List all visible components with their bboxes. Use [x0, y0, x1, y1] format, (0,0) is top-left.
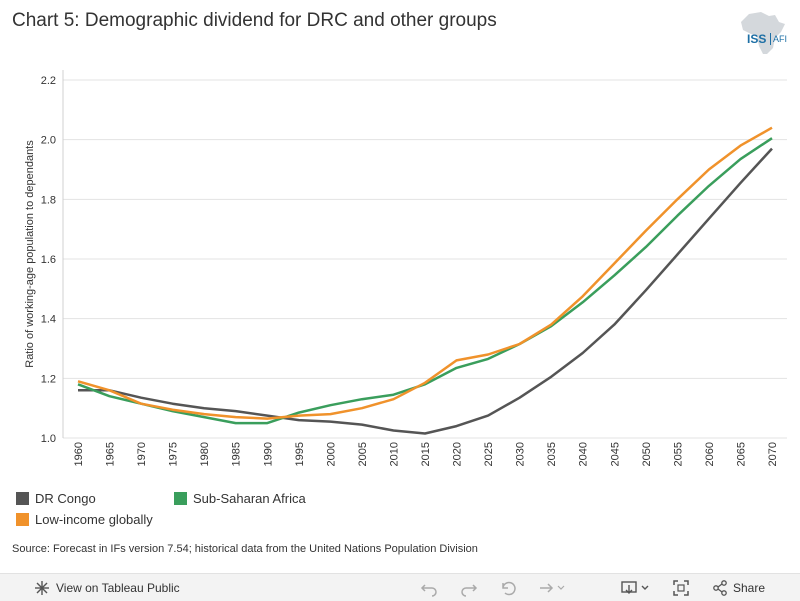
x-tick-labels: 1960 1965 1970 1975 1980 1985 1990 1995 2000 2005…: [73, 442, 779, 466]
x-tick-label: 2040: [578, 442, 590, 466]
x-tick-label: 1990: [262, 442, 274, 466]
y-tick-label: 2.0: [41, 135, 56, 147]
tableau-logo-icon: [35, 581, 49, 595]
undo-icon[interactable]: [420, 579, 438, 597]
legend-label: Sub-Saharan Africa: [193, 491, 306, 506]
chart-title: Chart 5: Demographic dividend for DRC an…: [12, 10, 497, 31]
legend-label: DR Congo: [35, 491, 96, 506]
x-tick-label: 1995: [294, 442, 306, 466]
legend-swatch-sub-saharan-africa: [174, 492, 187, 505]
series-line-sub-saharan-africa[interactable]: [77, 137, 773, 425]
line-chart: 1.01.21.41.61.82.02.2 1960 1965 1970 1975 19…: [24, 70, 787, 466]
logo-text: ISS: [747, 32, 767, 46]
legend-swatch-dr-congo: [16, 492, 29, 505]
africa-map-icon: [741, 12, 785, 54]
share-label: Share: [733, 581, 766, 595]
share-button[interactable]: Share: [712, 580, 765, 596]
legend: DR Congo Sub-Saharan Africa Low-income g…: [16, 488, 516, 528]
gridlines: [62, 70, 787, 439]
x-tick-label: 2030: [515, 442, 527, 466]
series-line-dr-congo[interactable]: [78, 147, 773, 435]
series-lines: [77, 126, 773, 435]
legend-item-dr-congo[interactable]: DR Congo: [16, 491, 96, 506]
x-tick-label: 2005: [357, 442, 369, 466]
x-tick-label: 1975: [168, 442, 180, 466]
view-on-tableau-link[interactable]: View on Tableau Public: [34, 580, 180, 596]
revert-icon[interactable]: [500, 579, 518, 597]
download-icon[interactable]: [620, 579, 652, 597]
y-tick-label: 1.8: [41, 194, 56, 206]
x-tick-label: 1985: [231, 442, 243, 466]
y-axis-label: Ratio of working-age population to depen…: [24, 140, 36, 368]
y-tick-label: 1.4: [41, 314, 56, 326]
x-tick-label: 1970: [136, 442, 148, 466]
x-tick-label: 1960: [73, 442, 85, 466]
series-line-low-income-globally[interactable]: [77, 126, 773, 420]
refresh-icon[interactable]: [538, 579, 566, 597]
x-tick-label: 2070: [767, 442, 779, 466]
source-note: Source: Forecast in IFs version 7.54; hi…: [12, 543, 478, 555]
x-tick-label: 2060: [704, 442, 716, 466]
view-on-tableau-label: View on Tableau Public: [56, 581, 180, 595]
y-tick-labels: 1.0 1.2 1.4 1.6 1.8 2.0 2.2: [41, 75, 56, 445]
legend-label: Low-income globally: [35, 512, 153, 527]
x-tick-label: 2055: [672, 442, 684, 466]
legend-item-low-income-globally[interactable]: Low-income globally: [16, 512, 153, 527]
x-tick-label: 2000: [325, 442, 337, 466]
logo-subtext: AFI: [773, 34, 788, 44]
y-tick-label: 1.2: [41, 373, 56, 385]
logo-divider: [770, 33, 771, 45]
x-tick-label: 1965: [105, 442, 117, 466]
x-tick-label: 2035: [546, 442, 558, 466]
y-tick-label: 2.2: [41, 75, 56, 87]
x-tick-label: 2045: [609, 442, 621, 466]
tableau-footer: View on Tableau Public Share: [0, 573, 800, 601]
redo-icon[interactable]: [460, 579, 478, 597]
x-tick-label: 2065: [735, 442, 747, 466]
x-tick-label: 2015: [420, 442, 432, 466]
iss-logo: ISS AFI: [735, 10, 790, 56]
y-tick-label: 1.0: [41, 433, 56, 445]
x-tick-label: 2050: [641, 442, 653, 466]
y-tick-label: 1.6: [41, 254, 56, 266]
x-tick-label: 2010: [388, 442, 400, 466]
x-tick-label: 2025: [483, 442, 495, 466]
x-tick-label: 1980: [199, 442, 211, 466]
legend-item-sub-saharan-africa[interactable]: Sub-Saharan Africa: [174, 491, 306, 506]
fullscreen-icon[interactable]: [672, 579, 690, 597]
share-icon: [713, 580, 727, 596]
x-tick-label: 2020: [452, 442, 464, 466]
legend-swatch-low-income-globally: [16, 513, 29, 526]
